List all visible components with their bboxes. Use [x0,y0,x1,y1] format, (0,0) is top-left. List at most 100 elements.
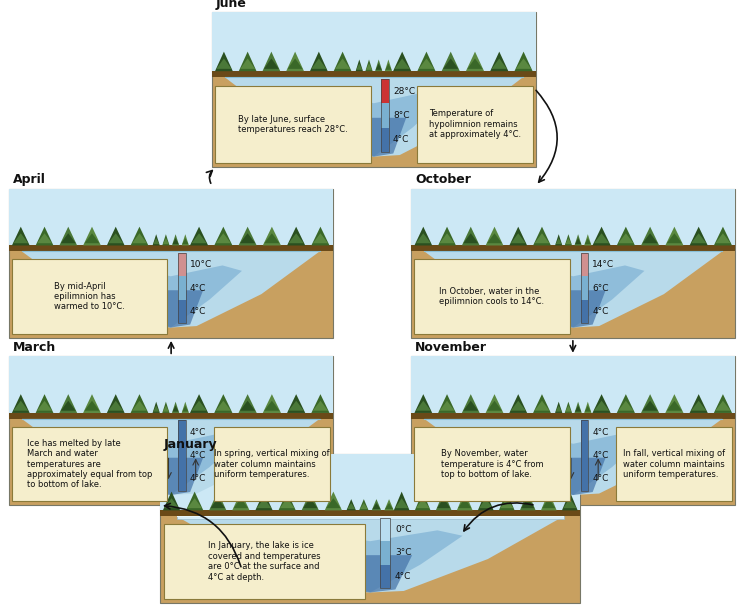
Polygon shape [534,233,549,243]
Polygon shape [36,394,54,413]
Text: 4°C: 4°C [190,307,206,316]
Bar [411,356,735,413]
Text: 0°C: 0°C [395,525,411,534]
Text: November: November [415,341,487,354]
Polygon shape [542,498,556,508]
Polygon shape [356,60,363,71]
Polygon shape [130,227,148,245]
Bar [581,444,589,467]
Polygon shape [83,227,101,245]
Polygon shape [22,419,320,495]
Polygon shape [359,499,368,510]
Text: By mid-April
epilimnion has
warmed to 10°C.: By mid-April epilimnion has warmed to 10… [54,282,125,311]
Polygon shape [594,233,609,243]
Polygon shape [264,401,280,410]
Text: 4°C: 4°C [592,451,609,460]
Polygon shape [394,58,410,69]
FancyBboxPatch shape [616,427,732,501]
Polygon shape [502,433,644,495]
Bar [179,276,186,300]
Polygon shape [585,238,591,244]
Bar [179,467,186,491]
Polygon shape [715,233,731,243]
Text: October: October [415,174,471,186]
Polygon shape [436,491,452,510]
Polygon shape [617,227,635,245]
Polygon shape [37,233,52,243]
Polygon shape [289,401,304,410]
Polygon shape [163,238,169,244]
Bar [382,128,389,152]
Bar [411,189,735,338]
Polygon shape [311,394,330,413]
Bar [581,420,589,491]
Polygon shape [592,227,611,245]
Bar [581,253,589,276]
Text: June: June [216,0,246,10]
Polygon shape [534,401,549,410]
Polygon shape [366,63,372,70]
Polygon shape [225,77,523,157]
Polygon shape [424,252,722,328]
Polygon shape [287,227,305,245]
Polygon shape [563,498,577,508]
Polygon shape [191,401,207,410]
Polygon shape [326,498,341,508]
FancyBboxPatch shape [417,86,533,163]
FancyBboxPatch shape [215,86,371,163]
Text: 4°C: 4°C [190,428,206,437]
Bar [179,420,186,444]
Bar [581,467,589,491]
Text: In fall, vertical mixing of
water column maintains
uniform temperatures.: In fall, vertical mixing of water column… [623,449,725,479]
Polygon shape [162,234,170,245]
Bar [411,356,735,505]
Polygon shape [61,233,76,243]
Polygon shape [287,394,305,413]
Polygon shape [22,252,320,328]
Polygon shape [492,58,507,69]
Polygon shape [356,63,362,70]
Polygon shape [458,498,472,508]
Polygon shape [533,227,551,245]
Polygon shape [713,227,732,245]
Polygon shape [416,233,431,243]
Polygon shape [240,58,255,69]
Polygon shape [240,401,255,410]
Polygon shape [365,60,373,71]
Bar [379,518,390,541]
Polygon shape [665,394,684,413]
Bar [581,253,589,323]
Text: 4°C: 4°C [592,474,609,484]
Polygon shape [163,491,180,510]
Polygon shape [594,401,609,410]
Text: By late June, surface
temperatures reach 28°C.: By late June, surface temperatures reach… [238,114,347,134]
Polygon shape [394,491,409,510]
Polygon shape [385,63,391,70]
Polygon shape [347,503,355,509]
Bar [9,189,333,338]
Bar [382,104,389,128]
Bar [9,413,333,419]
Polygon shape [440,401,455,410]
Polygon shape [216,233,231,243]
Bar [382,79,389,152]
Polygon shape [690,394,708,413]
Polygon shape [301,491,319,510]
Polygon shape [263,394,281,413]
Polygon shape [138,458,203,495]
Polygon shape [464,233,478,243]
Polygon shape [641,394,659,413]
Polygon shape [414,394,432,413]
FancyBboxPatch shape [12,427,167,501]
Polygon shape [312,401,328,410]
Polygon shape [486,394,504,413]
Polygon shape [286,52,304,71]
Polygon shape [211,498,225,508]
Bar [411,413,735,419]
Polygon shape [618,401,633,410]
Polygon shape [691,233,706,243]
FancyBboxPatch shape [12,259,167,334]
Bar [179,253,186,276]
Polygon shape [324,491,342,510]
Polygon shape [240,233,255,243]
